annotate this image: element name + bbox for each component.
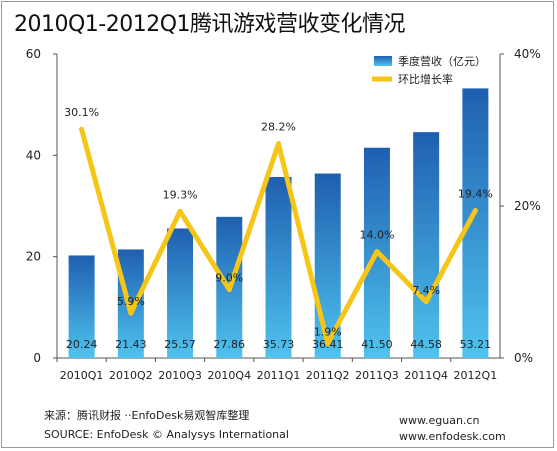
x-tick-label: 2010Q3: [158, 369, 202, 382]
growth-point: [226, 287, 232, 293]
bar-value-label: 44.58: [410, 338, 442, 351]
legend-bar-label: 季度营收（亿元）: [398, 54, 486, 68]
growth-point: [374, 249, 380, 255]
growth-value-label: 19.4%: [458, 188, 493, 201]
x-tick-label: 2011Q2: [306, 369, 350, 382]
bar: [167, 228, 194, 358]
growth-value-label: 14.0%: [359, 229, 394, 242]
growth-point: [325, 341, 331, 347]
growth-value-label: 28.2%: [261, 121, 296, 134]
bar-value-label: 35.73: [263, 338, 295, 351]
growth-point: [423, 299, 429, 305]
y-left-tick-label: 40: [26, 148, 41, 162]
y-right-tick-label: 40%: [514, 47, 541, 61]
bar-value-label: 21.43: [115, 338, 147, 351]
bar-value-label: 27.86: [214, 338, 246, 351]
source-en: SOURCE: EnfoDesk © Analysys Internationa…: [44, 428, 289, 441]
growth-value-label: 7.4%: [412, 284, 440, 297]
data-labels: 20.24 21.43 25.57 27.86 35.73 36.41 41.50 44.58…: [64, 106, 493, 351]
y-left-tick-label: 0: [33, 351, 41, 365]
bar-value-label: 20.24: [66, 338, 98, 351]
growth-point: [472, 208, 478, 214]
growth-point: [79, 126, 85, 132]
x-tick-label: 2010Q2: [109, 369, 153, 382]
growth-point: [276, 141, 281, 147]
growth-value-label: 1.9%: [314, 326, 342, 339]
y-right-tick-label: 20%: [514, 199, 541, 213]
y-left-tick-label: 20: [26, 250, 41, 264]
chart-title: 2010Q1-2012Q1腾讯游戏营收变化情况: [14, 12, 406, 37]
url-eguan: www.eguan.cn: [399, 414, 480, 427]
bar: [68, 255, 95, 358]
x-tick-label: 2011Q3: [355, 369, 399, 382]
legend-line-label: 环比增长率: [398, 72, 453, 86]
bar-series: [68, 88, 489, 359]
bar-value-label: 25.57: [164, 338, 196, 351]
growth-value-label: 30.1%: [64, 106, 99, 119]
growth-point: [177, 208, 183, 214]
y-left-tick-label: 60: [26, 47, 41, 61]
growth-point: [128, 310, 134, 316]
x-tick-label: 2011Q4: [404, 369, 448, 382]
line-series: [79, 126, 478, 347]
y-right-tick-label: 0%: [514, 351, 533, 365]
x-tick-label: 2010Q1: [60, 369, 104, 382]
bar-value-label: 41.50: [361, 338, 393, 351]
bar: [413, 132, 440, 358]
bar: [265, 176, 292, 358]
growth-value-label: 19.3%: [163, 188, 198, 201]
bar-value-label: 36.41: [312, 338, 344, 351]
growth-value-label: 9.0%: [215, 272, 243, 285]
source-cn: 来源：腾讯财报 ··EnfoDesk易观智库整理: [44, 409, 250, 422]
x-tick-label: 2011Q1: [257, 369, 301, 382]
x-tick-label: 2010Q4: [207, 369, 251, 382]
legend: 季度营收（亿元） 环比增长率: [372, 54, 486, 86]
x-tick-label: 2012Q1: [454, 369, 498, 382]
legend-bar-swatch: [374, 56, 392, 66]
bar-value-label: 53.21: [460, 338, 492, 351]
growth-value-label: 5.9%: [117, 295, 145, 308]
url-enfodesk: www.enfodesk.com: [399, 430, 506, 443]
